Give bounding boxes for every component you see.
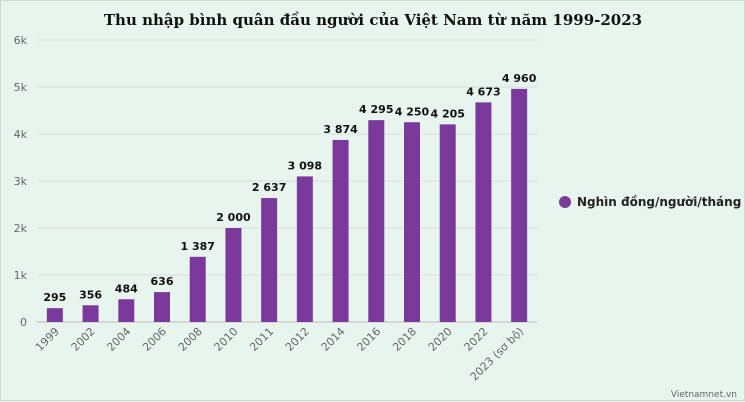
x-tick-label: 2006 <box>140 325 169 354</box>
data-label: 484 <box>115 282 138 295</box>
legend-label[interactable]: Nghìn đồng/người/tháng <box>577 195 741 209</box>
data-label: 3 098 <box>288 159 322 172</box>
data-label: 4 960 <box>502 72 537 85</box>
x-tick-label: 2022 <box>462 325 491 354</box>
data-label: 4 673 <box>466 85 500 98</box>
x-tick-label: 2002 <box>69 325 98 354</box>
legend: Nghìn đồng/người/tháng <box>559 195 741 209</box>
x-tick-label: 2010 <box>212 325 241 354</box>
x-tick-label: 2012 <box>283 325 312 354</box>
bar[interactable] <box>404 122 420 322</box>
data-label: 1 387 <box>180 240 214 253</box>
y-tick-label: 1k <box>14 269 28 282</box>
bar[interactable] <box>511 88 528 322</box>
data-label: 295 <box>43 291 66 304</box>
x-axis: 1999 2002 2004 2006 2008 2010 2011 2012 2014 2016… <box>33 325 526 384</box>
bar[interactable] <box>368 120 385 322</box>
x-tick-label: 2014 <box>319 325 348 354</box>
data-label: 3 874 <box>323 123 358 136</box>
y-tick-label: 6k <box>14 34 28 47</box>
bar[interactable] <box>154 292 170 322</box>
x-tick-label: 2020 <box>426 325 455 354</box>
x-tick-label: 2008 <box>176 325 205 354</box>
x-tick-label: 2004 <box>104 325 133 354</box>
data-label: 4 250 <box>395 105 430 118</box>
data-label: 2 637 <box>252 181 286 194</box>
data-label: 636 <box>151 275 174 288</box>
x-tick-label: 2011 <box>247 325 276 354</box>
x-tick-label: 1999 <box>33 325 62 354</box>
bar[interactable] <box>225 228 242 322</box>
legend-marker <box>559 196 571 208</box>
y-tick-label: 5k <box>14 81 28 94</box>
bar[interactable] <box>82 305 99 322</box>
data-label: 4 205 <box>430 107 464 120</box>
credit-text: Vietnamnet.vn <box>671 390 737 400</box>
bar[interactable] <box>46 308 63 322</box>
bar[interactable] <box>475 102 492 322</box>
x-tick-label: 2018 <box>390 325 419 354</box>
bar[interactable] <box>332 139 349 322</box>
y-axis: 0 1k 2k 3k 4k 5k 6k <box>14 34 28 329</box>
bar[interactable] <box>296 176 313 322</box>
y-tick-label: 3k <box>14 175 28 188</box>
bar[interactable] <box>118 299 135 322</box>
data-label: 4 295 <box>359 103 393 116</box>
bar[interactable] <box>189 256 206 322</box>
grid-lines <box>37 39 537 323</box>
bar[interactable] <box>439 124 456 323</box>
bar[interactable] <box>261 198 278 322</box>
data-label: 356 <box>79 288 102 301</box>
chart-title: Thu nhập bình quân đầu người của Việt Na… <box>104 11 642 29</box>
y-tick-label: 4k <box>14 128 28 141</box>
y-tick-label: 2k <box>14 222 28 235</box>
x-tick-label: 2016 <box>354 325 383 354</box>
data-label: 2 000 <box>216 211 251 224</box>
y-tick-label: 0 <box>20 316 27 329</box>
